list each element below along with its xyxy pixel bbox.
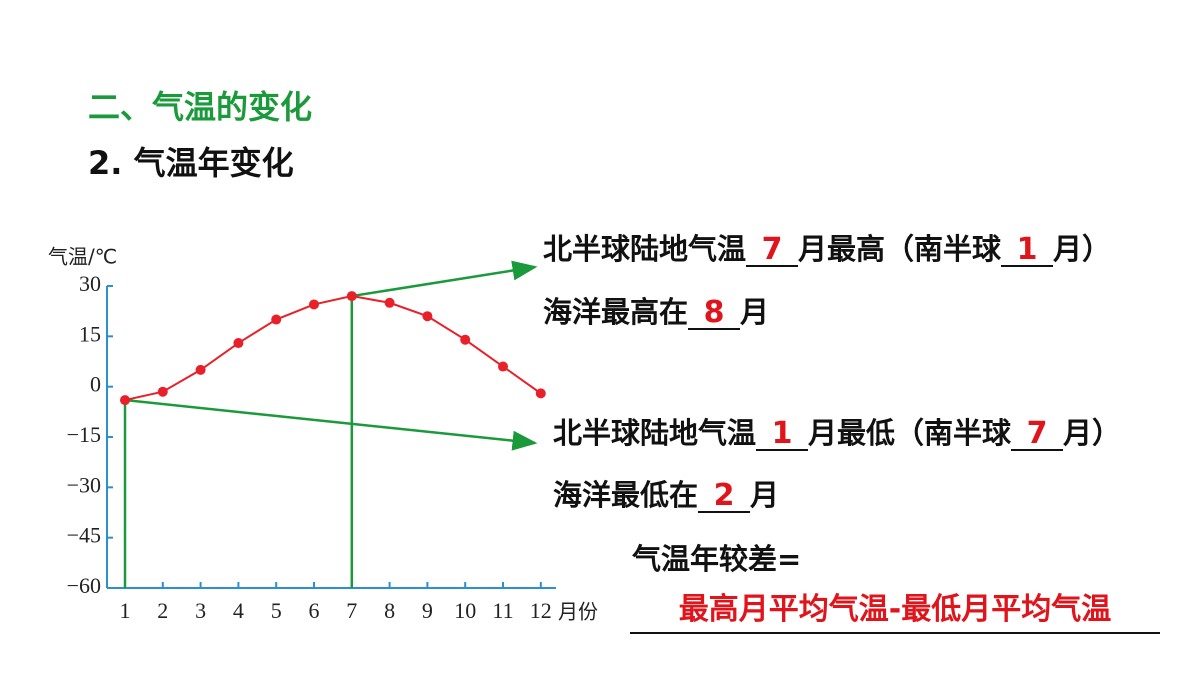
y-tick-label: 30: [79, 271, 101, 296]
answer: 7: [746, 235, 799, 267]
y-tick-label: 15: [79, 321, 101, 346]
x-tick-label: 9: [422, 598, 433, 623]
statement-text: 海洋最高在: [543, 295, 689, 329]
x-tick-label: 8: [384, 598, 395, 623]
x-tick-label: 1: [120, 598, 131, 623]
statement-text: 月）: [1063, 416, 1122, 450]
x-tick-label: 11: [492, 598, 513, 623]
x-tick-label: 2: [157, 598, 168, 623]
statement-text: 月: [750, 478, 780, 512]
x-tick-label: 5: [271, 598, 282, 623]
point: [271, 314, 282, 325]
statement-text: 月）: [1053, 232, 1112, 266]
answer: 7: [1011, 419, 1064, 451]
answer: 1: [756, 419, 809, 451]
x-tick-label: 12: [530, 598, 552, 623]
point: [309, 299, 319, 310]
statement-text: 北半球陆地气温: [553, 416, 757, 450]
x-tick-label: 10: [454, 598, 476, 623]
point: [535, 388, 546, 399]
statement: 海洋最低在 2 月: [553, 472, 779, 514]
x-tick-label: 4: [233, 598, 244, 623]
y-tick-label: −60: [67, 573, 101, 598]
point: [120, 395, 130, 406]
x-tick-label: 6: [309, 598, 320, 623]
section-title: 二、气温的变化: [88, 88, 313, 126]
point: [346, 291, 357, 302]
point: [233, 338, 244, 349]
statement-text: 北半球陆地气温: [543, 232, 747, 266]
y-tick-label: −45: [67, 523, 101, 548]
y-tick-label: −15: [67, 422, 101, 447]
point: [195, 364, 206, 375]
range-answer: 最高月平均气温-最低月平均气温: [630, 584, 1160, 634]
y-axis-label: 气温/℃: [48, 245, 117, 269]
arrow: [351, 260, 538, 298]
y-tick-label: −30: [67, 472, 101, 497]
statement: 北半球陆地气温 1 月最低（南半球 7 月）: [553, 410, 1121, 452]
point: [422, 311, 433, 322]
arrow: [124, 398, 538, 451]
point: [384, 297, 395, 308]
answer: 1: [1001, 235, 1054, 267]
answer: 2: [698, 481, 751, 513]
statement-text: 月: [740, 295, 770, 329]
answer: 8: [688, 298, 741, 330]
statement-text: 海洋最低在: [553, 478, 699, 512]
range-label: 气温年较差=: [632, 542, 802, 576]
statement-text: 月最低（南半球: [808, 416, 1012, 450]
statement: 海洋最高在 8 月: [543, 289, 769, 331]
point: [157, 386, 168, 397]
line: [124, 295, 542, 402]
point: [460, 334, 471, 345]
point: [498, 361, 508, 372]
y-tick-label: 0: [90, 372, 101, 397]
x-tick-label: 7: [346, 598, 357, 623]
x-tick-label: 3: [195, 598, 206, 623]
subsection-title: 2. 气温年变化: [88, 144, 294, 182]
statement-text: 月最高（南半球: [798, 232, 1002, 266]
x-axis-label: 月份: [558, 600, 598, 624]
statement: 北半球陆地气温 7 月最高（南半球 1 月）: [543, 226, 1111, 268]
